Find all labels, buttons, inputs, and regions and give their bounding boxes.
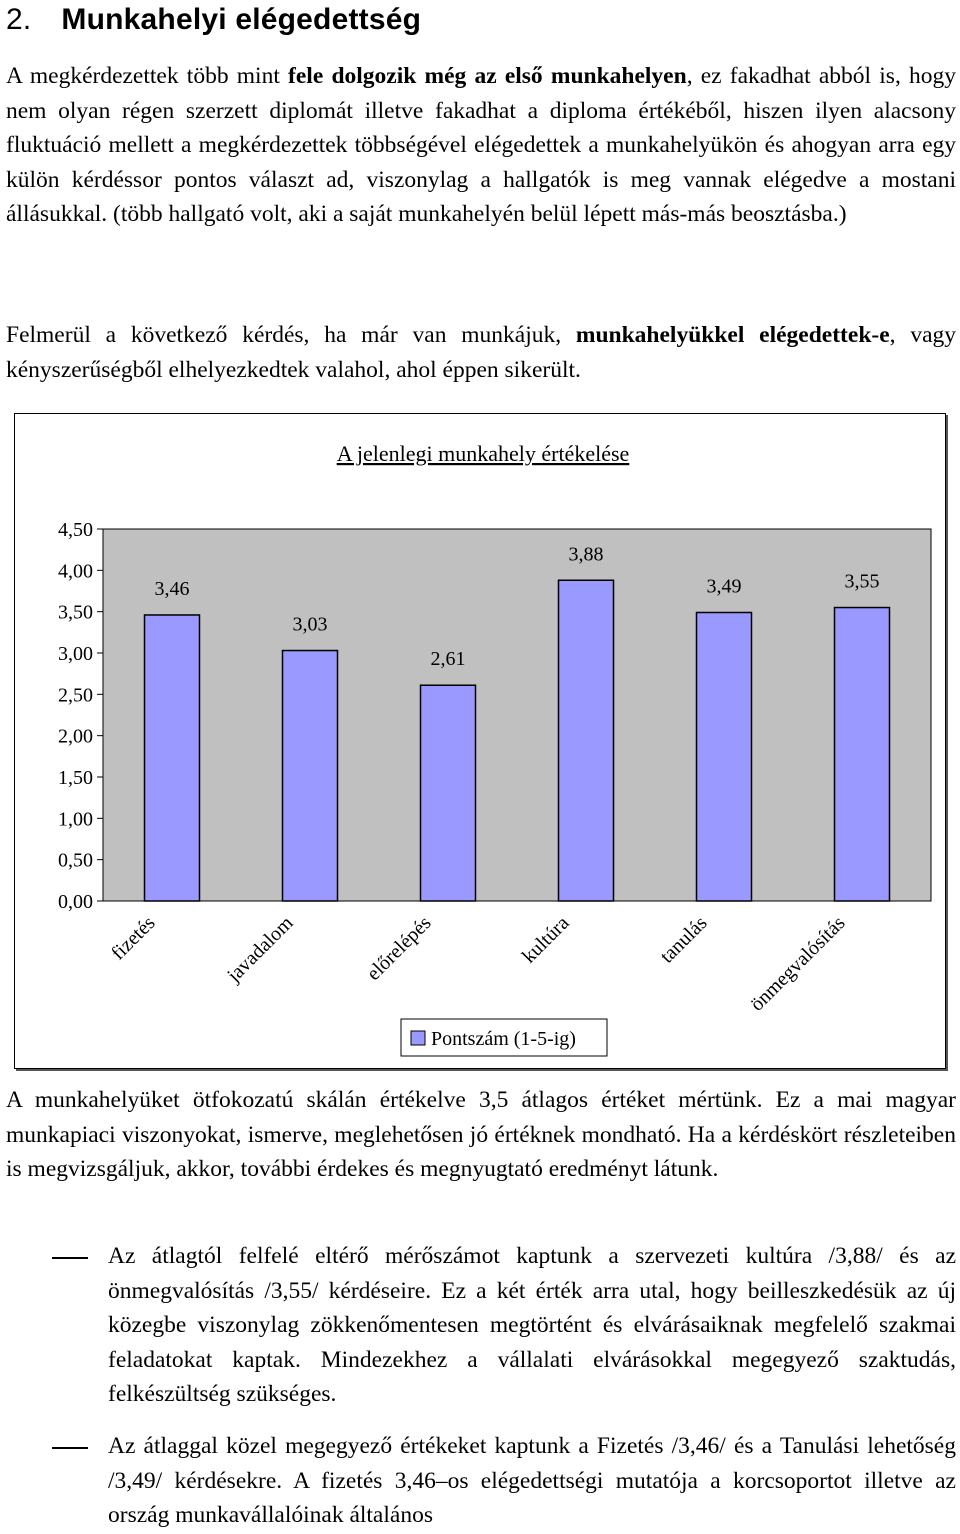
bullet-dash-1 (52, 1257, 88, 1259)
bar-0 (143, 614, 201, 902)
data-label: 3,55 (845, 571, 880, 593)
bar-3 (557, 579, 615, 902)
intro-paragraph-1: A megkérdezettek több mint fele dolgozik… (6, 59, 956, 232)
x-axis-labels: fizetés javadalom előrelépés kultúra tanulás… (107, 912, 850, 1016)
data-label: 3,46 (155, 578, 190, 600)
chart-container: A jelenlegi munkahely értékelése 0,00 0,5… (14, 413, 946, 1069)
y-tick-label: 3,00 (58, 643, 93, 665)
plot-area (102, 528, 932, 902)
data-label: 3,03 (293, 614, 328, 636)
legend-label: Pontszám (1-5-ig) (431, 1028, 576, 1050)
data-label: 3,49 (707, 575, 742, 597)
section-title: Munkahelyi elégedettség (61, 3, 422, 36)
bar-4 (695, 611, 753, 902)
y-tick-label: 0,00 (58, 891, 93, 913)
y-tick-label: 1,00 (58, 808, 93, 830)
y-tick-label: 2,00 (58, 726, 93, 748)
legend-swatch (410, 1030, 426, 1046)
intro-text: A megkérdezettek több mint (6, 63, 289, 89)
question-emphasis: munkahelyükkel elégedettek-e (575, 322, 890, 348)
data-label: 3,88 (569, 543, 604, 565)
intro-emphasis: fele dolgozik még az első munkahelyen (288, 63, 687, 89)
intro-paragraph-2: Felmerül a következő kérdés, ha már van … (6, 318, 956, 387)
y-tick-label: 4,50 (58, 519, 93, 541)
x-tick-label: önmegvalósítás (746, 912, 850, 1016)
bullet-paragraph-1: Az átlagtól felfelé eltérő mérőszámot ka… (108, 1243, 956, 1408)
section-number: 2. (6, 3, 32, 36)
question-text: Felmerül a következő kérdés, ha már van … (6, 322, 576, 348)
y-tick-label: 2,50 (58, 684, 93, 706)
intro-text-continued: , ez fakadhat abból is, hogy nem olyan r… (6, 63, 957, 228)
bar-1 (281, 649, 339, 902)
legend: Pontszám (1-5-ig) (400, 1018, 608, 1057)
y-tick-label: 3,50 (58, 602, 93, 624)
bar-2 (419, 684, 477, 902)
y-tick-label: 4,00 (58, 560, 93, 582)
question-text-continued: , vagy kényszerűségből elhelyezkedtek va… (6, 322, 957, 383)
y-tick-label: 0,50 (58, 850, 93, 872)
chart-title: A jelenlegi munkahely értékelése (337, 441, 630, 466)
y-tick-label: 1,50 (58, 767, 93, 789)
data-label: 2,61 (431, 648, 466, 670)
legend-box (400, 1018, 608, 1057)
x-tick-label: tanulás (656, 912, 712, 968)
x-tick-label: javadalom (222, 912, 297, 987)
summary-paragraph: A munkahelyüket ötfokozatú skálán értéke… (6, 1087, 956, 1183)
y-axis: 0,00 0,50 1,00 1,50 2,00 2,50 3,00 3,50 4,00 4,50 (58, 519, 103, 913)
x-tick-label: fizetés (107, 912, 160, 965)
bullet-dash-2 (52, 1447, 88, 1449)
bars: 3,46 3,03 2,61 3,88 3,49 3,55 (143, 543, 891, 902)
bar-5 (833, 606, 891, 902)
x-tick-label: kultúra (518, 912, 574, 968)
x-tick-label: előrelépés (363, 912, 436, 985)
section-heading: 2. Munkahelyi elégedettség (6, 0, 421, 40)
bullet-paragraph-2: Az átlaggal közel megegyező értékeket ka… (108, 1433, 956, 1529)
bar-chart: A jelenlegi munkahely értékelése 0,00 0,5… (58, 441, 932, 1057)
